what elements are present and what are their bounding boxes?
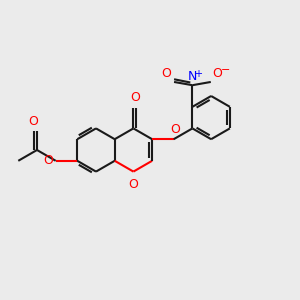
- Text: O: O: [161, 68, 171, 80]
- Text: O: O: [28, 115, 38, 128]
- Text: O: O: [44, 154, 53, 167]
- Text: N: N: [188, 70, 197, 83]
- Text: O: O: [128, 178, 138, 191]
- Text: O: O: [170, 123, 180, 136]
- Text: −: −: [220, 65, 230, 75]
- Text: +: +: [194, 69, 202, 79]
- Text: O: O: [212, 68, 222, 80]
- Text: O: O: [130, 91, 140, 104]
